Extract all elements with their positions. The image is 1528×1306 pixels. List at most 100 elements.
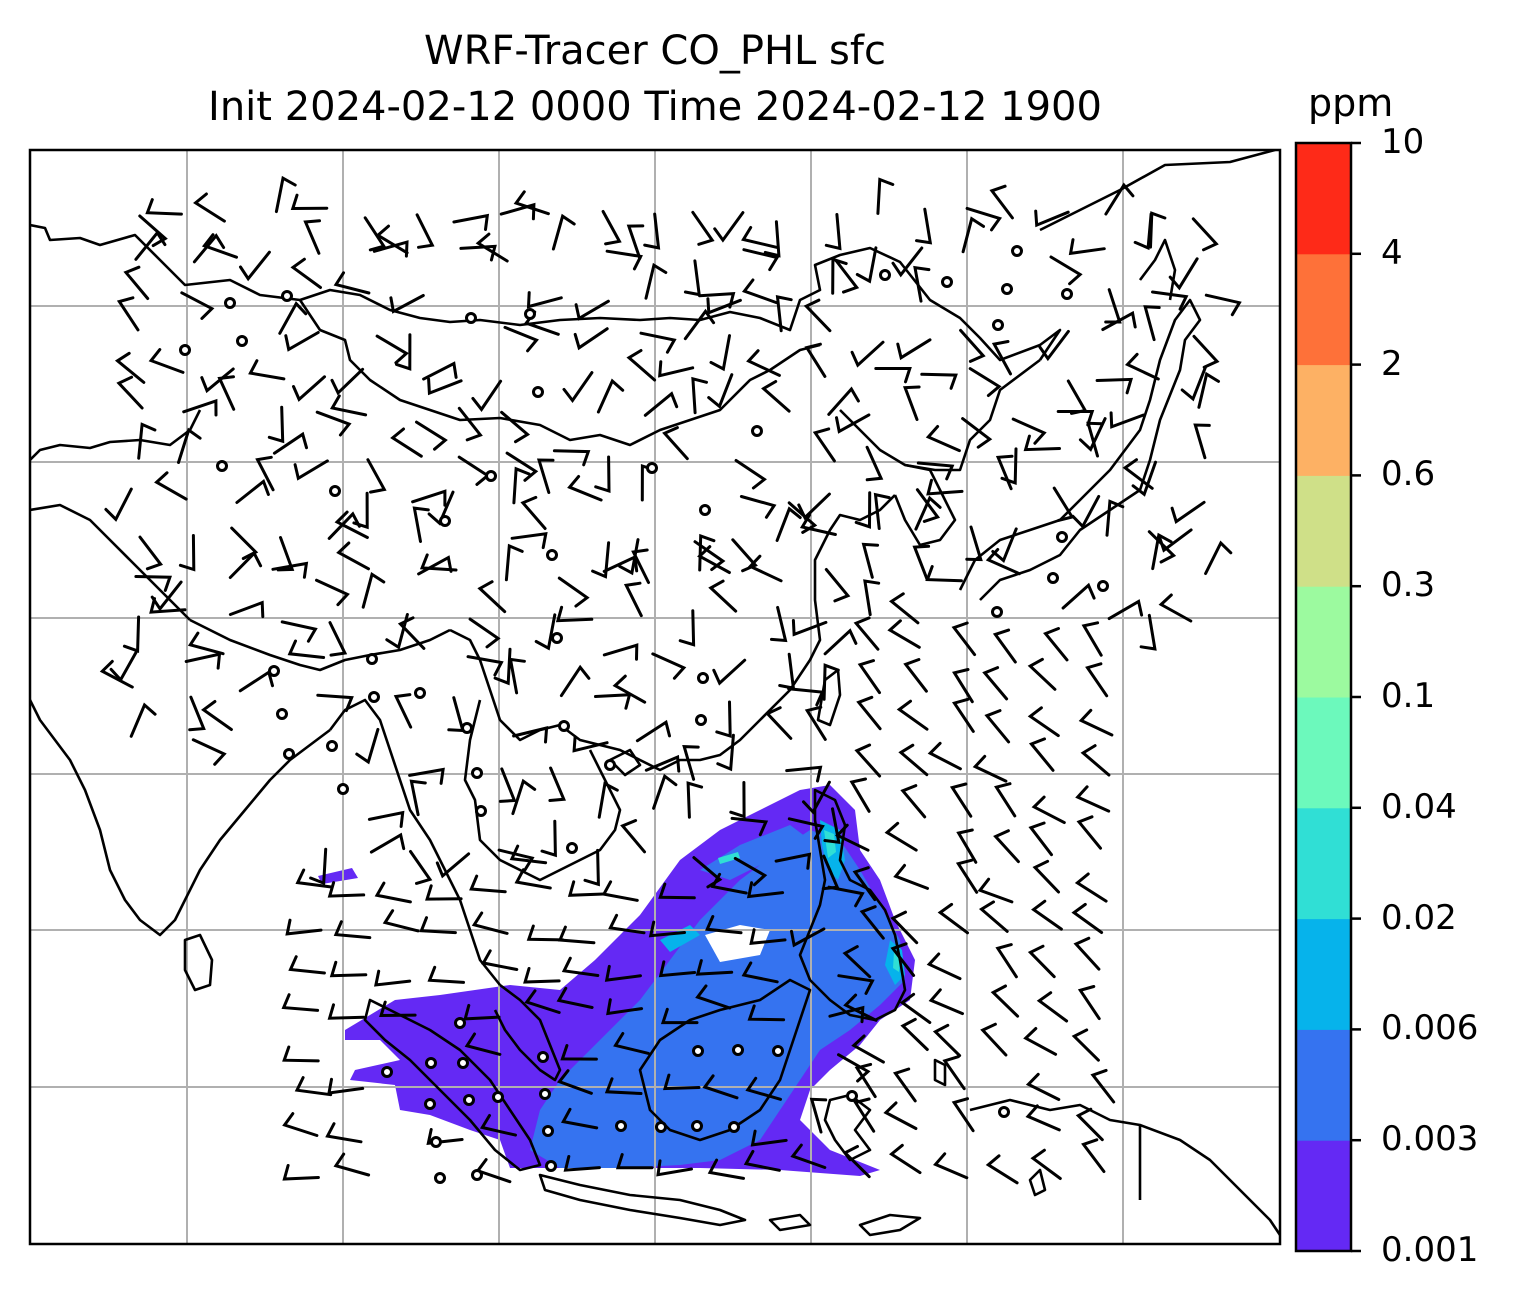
wind-barb xyxy=(201,700,233,731)
wind-barb xyxy=(280,620,318,643)
wind-barb xyxy=(567,475,603,502)
wind-barb xyxy=(927,741,962,771)
wind-barb xyxy=(123,265,150,300)
wind-barb xyxy=(556,1069,593,1095)
calm-wind-circle xyxy=(542,1125,554,1137)
wind-barb xyxy=(1149,211,1167,249)
wind-barb xyxy=(854,491,872,529)
wind-barb xyxy=(626,349,657,382)
wind-barb xyxy=(1028,737,1055,772)
wind-barb xyxy=(888,592,920,625)
wind-barb xyxy=(926,478,964,496)
calm-wind-circle xyxy=(1047,572,1059,584)
wind-barb xyxy=(327,1003,366,1020)
wind-barb xyxy=(548,766,566,802)
wind-barb xyxy=(693,540,726,572)
wind-barb xyxy=(288,955,326,975)
wind-barb xyxy=(992,628,1017,664)
calm-wind-circle xyxy=(454,1017,466,1029)
colorbar-segment xyxy=(1296,475,1351,587)
wind-barb xyxy=(137,422,157,460)
wind-barb xyxy=(961,417,993,449)
wind-barb xyxy=(375,224,409,255)
wind-barb xyxy=(524,989,561,1014)
wind-barb xyxy=(99,659,134,689)
wind-barb xyxy=(327,511,361,540)
wind-barb xyxy=(749,928,787,945)
colorbar xyxy=(1294,141,1361,1253)
wind-barb xyxy=(951,1097,975,1133)
wind-barb xyxy=(995,454,1014,491)
wind-barb xyxy=(361,572,386,609)
wind-barb xyxy=(804,342,827,378)
wind-barb xyxy=(540,819,557,858)
wind-barb xyxy=(631,548,650,584)
wind-barb xyxy=(691,210,715,246)
calm-wind-circle xyxy=(551,632,563,644)
wind-barb xyxy=(267,405,285,444)
wind-barb xyxy=(375,334,409,365)
wind-barb xyxy=(710,872,748,895)
wind-barb xyxy=(1049,255,1083,286)
colorbar-segment xyxy=(1296,143,1351,255)
calm-wind-circle xyxy=(546,549,558,561)
wind-barb xyxy=(865,445,884,482)
wind-barb xyxy=(790,927,826,948)
plume-level-0.006 xyxy=(660,820,905,985)
wind-barb xyxy=(412,506,430,543)
wind-barb xyxy=(656,1159,693,1177)
wind-barb xyxy=(601,210,622,246)
wind-barb xyxy=(1074,872,1108,903)
wind-barb xyxy=(255,455,275,492)
wind-barb xyxy=(1090,1068,1116,1104)
wind-barb xyxy=(933,1152,969,1180)
wind-barb xyxy=(851,1034,885,1064)
wind-barb xyxy=(468,617,501,649)
wind-barb xyxy=(329,394,368,417)
wind-barb xyxy=(643,391,679,417)
wind-barb xyxy=(180,291,215,320)
wind-barb xyxy=(989,184,1014,220)
wind-barb xyxy=(512,466,531,505)
wind-barb xyxy=(272,431,308,455)
wind-barb xyxy=(695,959,734,976)
calm-wind-circle xyxy=(236,335,248,347)
wind-barb xyxy=(658,360,695,378)
wind-barb xyxy=(686,781,704,819)
wind-barb xyxy=(729,781,746,819)
wind-barb xyxy=(741,226,778,249)
wind-barb xyxy=(282,1045,320,1063)
wind-barb xyxy=(1151,290,1189,311)
wind-barb xyxy=(552,449,591,467)
wind-barb xyxy=(1197,371,1220,409)
wind-barb xyxy=(557,576,590,608)
wind-barb xyxy=(891,246,924,278)
wind-barb xyxy=(471,911,509,935)
wind-barb xyxy=(972,754,1008,783)
wind-barb xyxy=(715,700,732,739)
wind-barb xyxy=(764,706,793,740)
wind-barb xyxy=(682,745,700,781)
wind-barb xyxy=(896,699,929,731)
wind-barb xyxy=(583,848,600,887)
wind-barb xyxy=(787,687,825,707)
wind-barb xyxy=(475,232,509,263)
wind-barb xyxy=(477,580,507,614)
wind-barb xyxy=(854,743,882,778)
wind-barb xyxy=(608,913,646,935)
wind-barb xyxy=(775,506,802,542)
wind-barb xyxy=(691,376,708,415)
wind-barb xyxy=(920,372,958,390)
wind-barb xyxy=(508,657,526,695)
wind-barb xyxy=(730,816,769,837)
wind-barb xyxy=(1056,410,1095,427)
colorbar-tick-label: 2 xyxy=(1381,343,1403,384)
calm-wind-circle xyxy=(430,1136,442,1148)
calm-wind-circle xyxy=(434,1172,446,1184)
wind-barb xyxy=(835,413,871,434)
wind-barb xyxy=(822,663,840,701)
colorbar-segment xyxy=(1296,253,1351,366)
wind-barb xyxy=(741,961,779,984)
wind-barb xyxy=(1158,593,1193,623)
wind-barb xyxy=(601,880,639,902)
